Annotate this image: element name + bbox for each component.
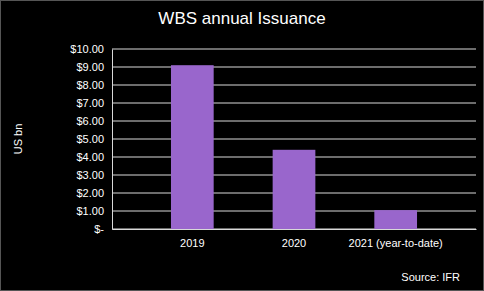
- y-tick-label: $2.00: [76, 187, 104, 199]
- grid-line: [112, 85, 476, 86]
- grid-line: [112, 103, 476, 104]
- y-tick: $5.00: [76, 133, 112, 145]
- y-tick: $3.00: [76, 169, 112, 181]
- y-tick: $-: [94, 223, 112, 235]
- bar: [273, 150, 316, 229]
- y-tick: $1.00: [76, 205, 112, 217]
- grid-line: [112, 139, 476, 140]
- y-tick-label: $-: [94, 223, 104, 235]
- grid-line: [112, 121, 476, 122]
- grid-line: [112, 49, 476, 50]
- background: [1, 1, 484, 291]
- y-tick: $10.00: [70, 43, 112, 55]
- y-tick-label: $7.00: [76, 97, 104, 109]
- y-axis: $- $1.00 $2.00 $3.00 $4.00 $5.00 $6.00 $7.00 $8.…: [70, 43, 112, 235]
- y-tick: $8.00: [76, 79, 112, 91]
- x-tick: 2020: [282, 229, 306, 249]
- x-axis-line: [113, 229, 477, 230]
- y-tick-label: $6.00: [76, 115, 104, 127]
- y-tick-label: $3.00: [76, 169, 104, 181]
- x-tick-label: 2021 (year-to-date): [349, 237, 443, 249]
- y-tick-label: $1.00: [76, 205, 104, 217]
- y-tick-label: $9.00: [76, 61, 104, 73]
- y-axis-title: US bn: [12, 124, 24, 155]
- x-tick-label: 2019: [180, 237, 204, 249]
- y-tick-label: $4.00: [76, 151, 104, 163]
- y-tick-label: $8.00: [76, 79, 104, 91]
- y-tick-label: $10.00: [70, 43, 104, 55]
- bars: [171, 65, 417, 229]
- y-tick: $4.00: [76, 151, 112, 163]
- x-tick: 2021 (year-to-date): [349, 229, 443, 249]
- y-axis-line: [112, 50, 113, 230]
- y-tick: $9.00: [76, 61, 112, 73]
- bar: [374, 210, 417, 229]
- y-tick: $6.00: [76, 115, 112, 127]
- bar: [171, 65, 214, 229]
- title: WBS annual Issuance: [158, 9, 325, 28]
- annotation: Source: IFR: [401, 271, 460, 283]
- plot: $- $1.00 $2.00 $3.00 $4.00 $5.00 $6.00 $7.00 $8.…: [70, 43, 476, 249]
- grid-line: [112, 67, 476, 68]
- x-tick: 2019: [180, 229, 204, 249]
- x-axis: 2019 2020 2021 (year-to-date): [113, 229, 477, 249]
- x-tick-label: 2020: [282, 237, 306, 249]
- y-tick-label: $5.00: [76, 133, 104, 145]
- y-tick: $2.00: [76, 187, 112, 199]
- chart: $- $1.00 $2.00 $3.00 $4.00 $5.00 $6.00 $7.00 $8.…: [0, 0, 484, 291]
- grid: [112, 49, 476, 229]
- y-tick: $7.00: [76, 97, 112, 109]
